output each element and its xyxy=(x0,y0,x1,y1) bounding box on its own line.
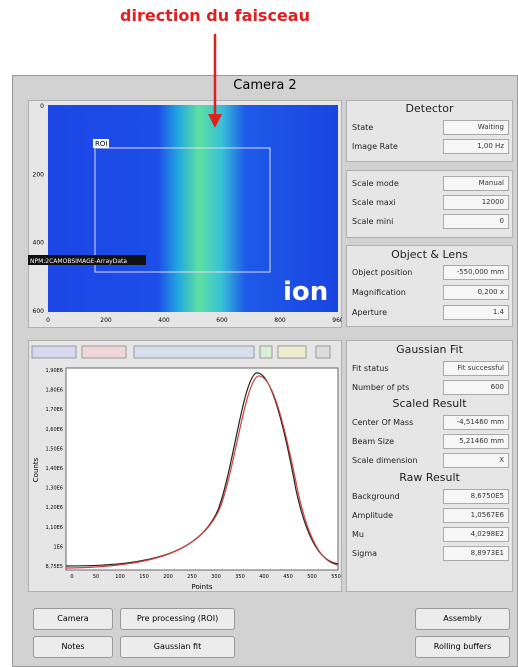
field-label: Scale mode xyxy=(352,179,399,188)
section-title: Gaussian Fit xyxy=(346,343,513,356)
field-label: Image Rate xyxy=(352,142,398,151)
field-value[interactable]: -4,51460 mm xyxy=(443,415,509,430)
x-tick-label: 150 xyxy=(139,574,149,580)
button[interactable]: Notes xyxy=(33,636,113,658)
button[interactable]: Pre processing (ROI) xyxy=(120,608,235,630)
field-label: Scale mini xyxy=(352,217,393,226)
y-tick-label: 8,75E5 xyxy=(46,564,63,570)
page: direction du faisceau Camera 2 ROI NPM:2… xyxy=(0,0,518,667)
field-label: Mu xyxy=(352,530,364,539)
plot-area xyxy=(66,368,338,570)
field-value[interactable]: 1,00 Hz xyxy=(443,139,509,154)
x-tick-label: 960 xyxy=(332,317,342,324)
field-value[interactable]: 0 xyxy=(443,214,509,229)
field-value[interactable]: Waiting xyxy=(443,120,509,135)
field-label: Aperture xyxy=(352,308,387,317)
field-value[interactable]: X xyxy=(443,453,509,468)
pv-label: NPM:2CAMOBSIMAGE-ArrayData xyxy=(30,258,127,265)
field-value[interactable]: 5,21460 mm xyxy=(443,434,509,449)
x-tick-label: 0 xyxy=(46,317,50,324)
button[interactable]: Gaussian fit xyxy=(120,636,235,658)
x-tick-label: 100 xyxy=(115,574,125,580)
y-tick-label: 1,40E6 xyxy=(46,466,63,472)
field-value[interactable]: 0,200 x xyxy=(443,285,509,300)
button[interactable]: Camera xyxy=(33,608,113,630)
plot: Counts Points 0 50 100 150 200 250 300 350 400 45… xyxy=(28,340,342,592)
field-label: Background xyxy=(352,492,400,501)
x-tick-label: 800 xyxy=(274,317,286,324)
roi-label: ROI xyxy=(95,140,107,148)
annotation: direction du faisceau xyxy=(80,6,350,25)
x-tick-label: 450 xyxy=(283,574,293,580)
x-tick-label: 600 xyxy=(216,317,228,324)
field-value[interactable]: Fit successful xyxy=(443,361,509,376)
section-title: Raw Result xyxy=(346,471,513,484)
y-tick-label: 1,70E6 xyxy=(46,407,63,413)
y-tick-label: 0 xyxy=(40,103,44,110)
x-tick-label: 500 xyxy=(307,574,317,580)
field-value[interactable]: 600 xyxy=(443,380,509,395)
x-tick-label: 400 xyxy=(158,317,170,324)
image-view: ROI NPM:2CAMOBSIMAGE-ArrayData ion 0 200 4… xyxy=(28,100,342,328)
y-tick-label: 600 xyxy=(33,308,45,315)
x-axis-label: Points xyxy=(191,583,212,591)
window-title: Camera 2 xyxy=(12,78,518,93)
x-tick-label: 200 xyxy=(100,317,112,324)
field-label: Fit status xyxy=(352,364,389,373)
x-tick-label: 200 xyxy=(163,574,173,580)
x-tick-label: 0 xyxy=(70,574,73,580)
x-tick-label: 550 xyxy=(331,574,341,580)
y-tick-label: 1,30E6 xyxy=(46,486,63,492)
toolbar[interactable] xyxy=(32,346,330,358)
overlay-text: ion xyxy=(283,277,328,307)
field-label: Center Of Mass xyxy=(352,418,413,427)
y-axis-label: Counts xyxy=(32,457,40,482)
section-title: Detector xyxy=(346,102,513,115)
section-title: Scaled Result xyxy=(346,397,513,410)
field-value[interactable]: 1,0567E6 xyxy=(443,508,509,523)
x-tick-label: 50 xyxy=(93,574,99,580)
field-label: State xyxy=(352,123,373,132)
x-tick-label: 350 xyxy=(235,574,245,580)
field-label: Magnification xyxy=(352,288,406,297)
field-value[interactable]: 8,8973E1 xyxy=(443,546,509,561)
field-value[interactable]: 8,6750E5 xyxy=(443,489,509,504)
field-label: Scale dimension xyxy=(352,456,418,465)
x-tick-label: 250 xyxy=(187,574,197,580)
y-tick-label: 1,80E6 xyxy=(46,388,63,394)
y-tick-label: 200 xyxy=(33,171,45,178)
x-tick-label: 400 xyxy=(259,574,269,580)
field-value[interactable]: 4,0298E2 xyxy=(443,527,509,542)
y-tick-label: 1,20E6 xyxy=(46,505,63,511)
field-label: Sigma xyxy=(352,549,377,558)
section-title: Object & Lens xyxy=(346,248,513,261)
button[interactable]: Assembly xyxy=(415,608,510,630)
button[interactable]: Rolling buffers xyxy=(415,636,510,658)
y-tick-label: 1,60E6 xyxy=(46,427,63,433)
field-label: Beam Size xyxy=(352,437,394,446)
y-tick-label: 1,10E6 xyxy=(46,525,63,531)
y-tick-label: 400 xyxy=(33,240,45,247)
field-value[interactable]: -550,000 mm xyxy=(443,265,509,280)
y-tick-label: 1E6 xyxy=(53,544,63,550)
field-label: Scale maxi xyxy=(352,198,396,207)
field-label: Object position xyxy=(352,268,412,277)
field-value[interactable]: Manual xyxy=(443,176,509,191)
field-label: Amplitude xyxy=(352,511,393,520)
y-tick-label: 1,50E6 xyxy=(46,446,63,452)
field-value[interactable]: 12000 xyxy=(443,195,509,210)
x-tick-label: 300 xyxy=(211,574,221,580)
y-tick-label: 1,90E6 xyxy=(46,368,63,374)
field-value[interactable]: 1.4 xyxy=(443,305,509,320)
field-label: Number of pts xyxy=(352,383,409,392)
beam-arrow xyxy=(195,32,235,132)
